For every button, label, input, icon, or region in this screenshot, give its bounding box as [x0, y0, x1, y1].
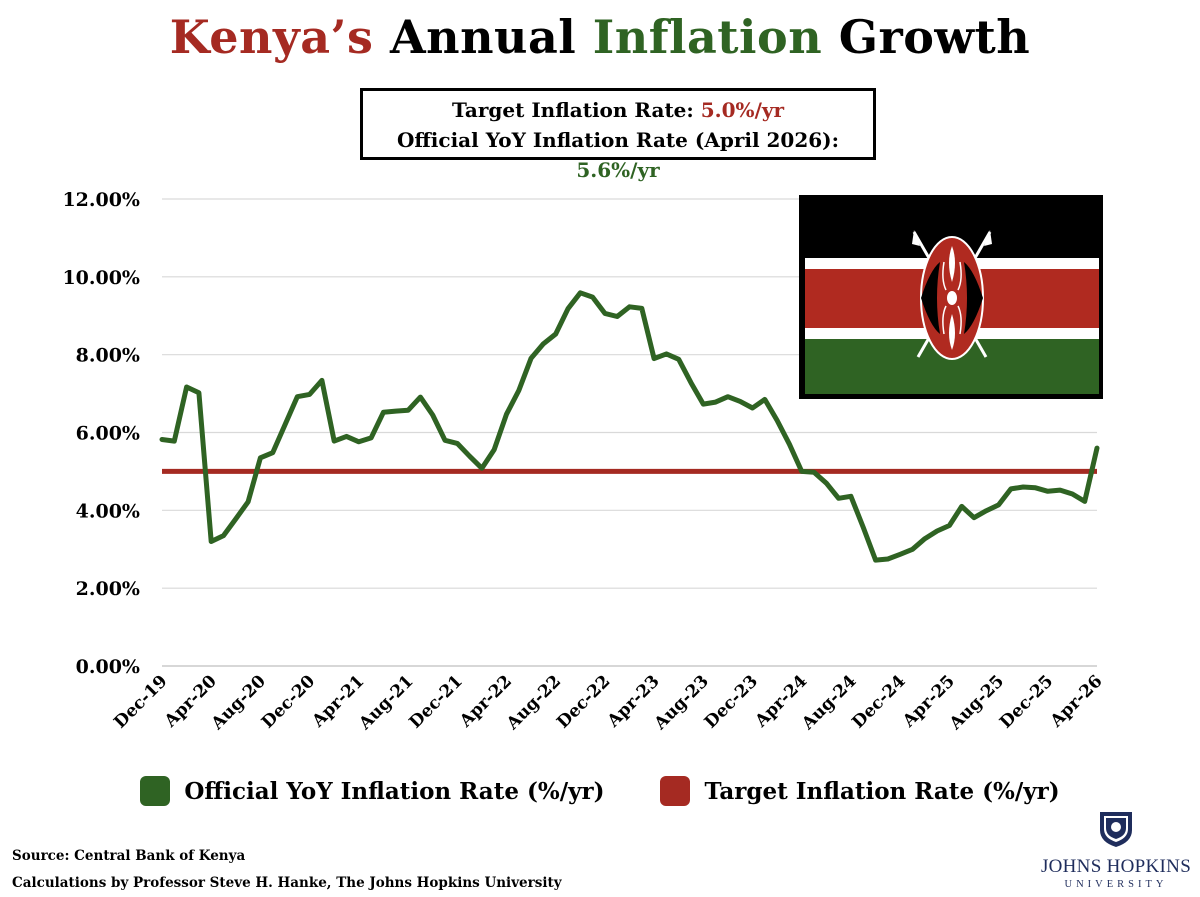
info-line-official: Official YoY Inflation Rate (April 2026)…: [363, 125, 873, 185]
y-tick-label: 2.00%: [76, 578, 140, 600]
x-tick-label: Aug-21: [355, 671, 418, 734]
y-tick-label: 6.00%: [76, 423, 140, 445]
x-axis-ticks: Dec-19Apr-20Aug-20Dec-20Apr-21Aug-21Dec-…: [110, 671, 1106, 734]
x-tick-label: Dec-21: [406, 671, 467, 732]
credit-note: Calculations by Professor Steve H. Hanke…: [12, 875, 562, 891]
legend-label-official: Official YoY Inflation Rate (%/yr): [184, 777, 605, 805]
chart-title: Kenya’s Annual Inflation Growth: [0, 10, 1200, 64]
line-chart: 0.00% 2.00% 4.00% 6.00% 8.00% 10.00% 12.00% De…: [62, 189, 1106, 734]
legend-swatch-target: [660, 776, 691, 806]
official-inflation-line: [159, 290, 1100, 563]
x-tick-label: Dec-24: [848, 671, 909, 732]
info-box: Target Inflation Rate: 5.0%/yr Official …: [360, 88, 876, 182]
y-tick-label: 8.00%: [76, 345, 140, 367]
jhu-logo: JOHNS HOPKINS UNIVERSITY: [1036, 810, 1196, 890]
x-tick-label: Dec-23: [701, 671, 762, 732]
legend-label-target: Target Inflation Rate (%/yr): [704, 777, 1060, 805]
info-official-label: Official YoY Inflation Rate (April 2026)…: [396, 128, 840, 152]
x-tick-label: Aug-22: [502, 671, 565, 734]
info-target-value: 5.0%/yr: [700, 98, 785, 122]
x-tick-label: Apr-26: [1046, 671, 1107, 732]
x-tick-label: Dec-22: [553, 671, 614, 732]
jhu-university: UNIVERSITY: [1064, 879, 1168, 890]
x-tick-label: Aug-20: [207, 671, 270, 734]
x-tick-label: Aug-24: [797, 671, 860, 734]
legend: Official YoY Inflation Rate (%/yr) Targe…: [0, 776, 1200, 806]
y-tick-label: 10.00%: [62, 267, 140, 289]
y-tick-label: 0.00%: [76, 656, 140, 678]
info-target-label: Target Inflation Rate:: [451, 98, 694, 122]
kenya-flag-icon: [799, 195, 1103, 399]
title-part-growth: Growth: [838, 10, 1031, 64]
x-tick-label: Dec-25: [996, 671, 1057, 732]
y-tick-label: 4.00%: [76, 500, 140, 522]
x-tick-label: Aug-25: [945, 671, 1008, 734]
title-part-kenya: Kenya’s: [169, 10, 374, 64]
legend-item-target: Target Inflation Rate (%/yr): [660, 776, 1060, 806]
y-axis-ticks: 0.00% 2.00% 4.00% 6.00% 8.00% 10.00% 12.00%: [62, 189, 140, 678]
title-part-inflation: Inflation: [592, 10, 823, 64]
info-official-value: 5.6%/yr: [576, 158, 660, 182]
legend-item-official: Official YoY Inflation Rate (%/yr): [140, 776, 604, 806]
jhu-shield-icon: [1100, 812, 1132, 847]
y-tick-label: 12.00%: [62, 189, 140, 211]
legend-swatch-official: [140, 776, 171, 806]
x-tick-label: Dec-19: [110, 671, 171, 732]
x-tick-label: Aug-23: [650, 671, 713, 734]
info-line-target: Target Inflation Rate: 5.0%/yr: [363, 95, 873, 125]
jhu-name: JOHNS HOPKINS: [1040, 856, 1192, 877]
title-part-annual: Annual: [389, 10, 577, 64]
x-tick-label: Dec-20: [258, 671, 319, 732]
source-note: Source: Central Bank of Kenya: [12, 848, 246, 864]
